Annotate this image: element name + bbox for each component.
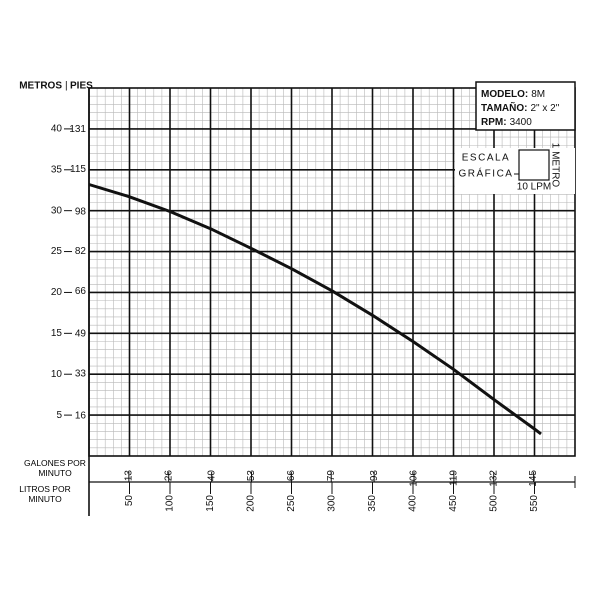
grid — [88, 87, 576, 457]
y-axis-label: METROS — [19, 81, 62, 92]
info-line: RPM: 3400 — [481, 117, 532, 128]
x-tick-label: 300 — [327, 495, 338, 512]
y2-tick-label: 131 — [69, 124, 86, 135]
x-tick-label: 400 — [408, 495, 419, 512]
info-key: MODELO: — [481, 89, 528, 100]
y-tick-label: 20 — [51, 287, 63, 298]
x-axis-label: LITROS POR MINUTO — [19, 484, 71, 504]
x-tick-label: 150 — [205, 495, 216, 512]
info-box — [475, 81, 576, 131]
curve — [88, 183, 542, 436]
separator: | — [65, 81, 68, 92]
x-tick-label: 350 — [367, 495, 378, 512]
y-tick-label: 35 — [51, 164, 63, 175]
scale-x-label: 10 LPM — [517, 182, 551, 193]
y2-tick-label: 82 — [75, 246, 87, 257]
y2-tick-label: 66 — [75, 286, 87, 297]
info-value: 3400 — [510, 117, 533, 128]
x2-label-box: GALONES POR MINUTO — [24, 458, 86, 478]
y2-tick-label: 33 — [75, 368, 87, 379]
scale-box — [455, 148, 575, 194]
y2-axis-label: PIES — [70, 81, 93, 92]
info-key: RPM: — [481, 117, 507, 128]
x-tick-label: 100 — [165, 495, 176, 512]
scale-title: ESCALA — [462, 153, 510, 164]
scale-title: GRÁFICA — [459, 167, 514, 180]
info-line: TAMAÑO: 2" x 2" — [481, 101, 560, 114]
y-tick-label: 30 — [51, 205, 63, 216]
x-tick-label: 200 — [246, 495, 257, 512]
x-tick-label: 250 — [286, 495, 297, 512]
y2-tick-label: 16 — [75, 411, 87, 422]
y2-tick-label: 49 — [75, 328, 87, 339]
y2-tick-label: 98 — [75, 206, 87, 217]
y-tick-label: 5 — [56, 410, 62, 421]
x-tick-label: 550 — [529, 495, 540, 512]
info-value: 2" x 2" — [530, 103, 559, 114]
y-tick-label: 25 — [51, 246, 63, 257]
x-tick-label: 500 — [489, 495, 500, 512]
scale-square — [518, 149, 550, 181]
y-tick-label: 40 — [51, 124, 63, 135]
x-label-box: LITROS POR MINUTO — [19, 484, 71, 504]
x-tick-label: 50 — [124, 495, 135, 507]
y2-tick-label: 115 — [70, 164, 86, 175]
y-tick-label: 15 — [51, 328, 63, 339]
x-tick-label: 450 — [448, 495, 459, 512]
y-tick-label: 10 — [51, 369, 63, 380]
x2-axis-label: GALONES POR MINUTO — [24, 458, 86, 478]
info-line: MODELO: 8M — [481, 89, 545, 100]
info-value: 8M — [531, 89, 545, 100]
info-key: TAMAÑO: — [481, 101, 527, 114]
scale-y-label: 1 METRO — [549, 143, 560, 188]
